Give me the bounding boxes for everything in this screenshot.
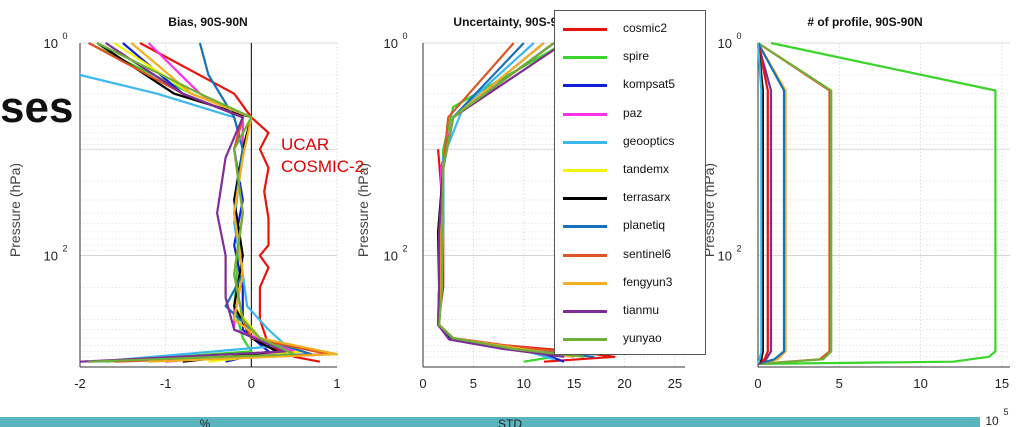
panel3-xtick-label: 5 (836, 376, 843, 391)
panel3-series-planetiq (757, 42, 786, 365)
legend-swatch (563, 112, 607, 116)
panel1-series-yunyao (88, 42, 296, 363)
legend-item-kompsat5: kompsat5 (555, 75, 705, 95)
legend-item-yunyao: yunyao (555, 329, 705, 349)
panel1-series-tianmu (79, 42, 287, 363)
panel2-xtick-label: 10 (517, 376, 531, 391)
legend-label: planetiq (623, 218, 666, 233)
panel2-ytick-base: 10 (384, 248, 398, 263)
annotation-cosmic2: COSMIC-2 (281, 157, 365, 176)
legend-swatch (563, 56, 607, 60)
panel3-series-spire (757, 41, 997, 365)
panel1-ytick-exp: 0 (62, 31, 67, 41)
panel3-ytick-exp: 0 (736, 31, 741, 41)
legend-item-sentinel6: sentinel6 (555, 245, 705, 265)
legend-item-fengyun3: fengyun3 (555, 273, 705, 293)
panel3-plot-area (758, 43, 1010, 367)
legend-item-tandemx: tandemx (555, 160, 705, 180)
legend-item-terrasarx: terrasarx (555, 188, 705, 208)
panel2-xtick-label: 25 (668, 376, 682, 391)
panel2-xtick-label: 0 (419, 376, 426, 391)
legend-swatch (563, 197, 607, 201)
legend-swatch (563, 310, 607, 313)
panel1-ytick-exp: 2 (62, 243, 67, 253)
panel1-xtick-label: 1 (333, 376, 340, 391)
panel3-title: # of profile, 90S-90N (807, 15, 922, 29)
panel3-ytick-base: 10 (718, 36, 732, 51)
panel1-xtick-label: -1 (160, 376, 172, 391)
legend-swatch (563, 84, 607, 88)
legend-swatch (563, 338, 607, 342)
legend-swatch (563, 225, 607, 229)
panel3-xtick-label: 15 (995, 376, 1009, 391)
legend-item-planetiq: planetiq (555, 216, 705, 236)
legend-label: tandemx (623, 162, 670, 176)
panel2-x-label: STD (498, 417, 522, 427)
panel1-ytick-base: 10 (44, 36, 58, 51)
legend-swatch (563, 281, 607, 285)
legend-swatch (563, 169, 607, 172)
panel3-series-geooptics (756, 42, 763, 365)
slide-heading-fragment: ses (0, 83, 74, 132)
panel2-xtick-label: 5 (470, 376, 477, 391)
panel3-x-multiplier-base: 10 (985, 414, 999, 427)
annotation-ucar: UCAR (281, 135, 330, 154)
panel3-xtick-label: 10 (913, 376, 927, 391)
panel3-x-multiplier-exp: 5 (1003, 407, 1008, 417)
panel1-ytick-base: 10 (44, 248, 58, 263)
panel2-xtick-label: 15 (567, 376, 581, 391)
legend-label: geooptics (623, 133, 675, 148)
legend-label: yunyao (623, 331, 662, 346)
legend-label: spire (623, 49, 650, 64)
panel3-ytick-exp: 2 (736, 243, 741, 253)
panel1-plot-area (80, 43, 337, 367)
legend-item-spire: spire (555, 47, 705, 67)
legend-item-cosmic2: cosmic2 (555, 19, 705, 39)
panel1-series-cosmic2 (139, 42, 321, 363)
legend-swatch (563, 140, 607, 144)
legend-label: kompsat5 (623, 77, 676, 92)
panel1-y-label: Pressure (hPa) (7, 163, 23, 257)
panel2-ytick-exp: 2 (402, 243, 407, 253)
legend-swatch (563, 28, 607, 31)
legend-item-geooptics: geooptics (555, 132, 705, 152)
legend-label: cosmic2 (623, 21, 668, 35)
panel3-series-yunyao (757, 42, 833, 365)
panel1-x-label: % (200, 417, 211, 427)
legend-swatch (563, 253, 607, 257)
slide-footer-bar (0, 417, 980, 427)
panel1-title: Bias, 90S-90N (168, 15, 247, 29)
panel1-xtick-label: -2 (74, 376, 86, 391)
legend-label: terrasarx (623, 190, 671, 205)
panel3-ytick-base: 10 (718, 248, 732, 263)
legend: cosmic2 spire kompsat5 paz geooptics tandemx t… (554, 10, 706, 355)
panel3-series-cosmic2 (756, 42, 769, 365)
panel2-ytick-base: 10 (384, 36, 398, 51)
panel3-xtick-label: 0 (754, 376, 761, 391)
legend-label: tianmu (623, 303, 660, 317)
panel2-y-label: Pressure (hPa) (355, 163, 371, 257)
legend-label: fengyun3 (623, 274, 673, 289)
legend-item-tianmu: tianmu (555, 301, 705, 321)
panel2-title: Uncertainty, 90S-90N (453, 15, 572, 29)
legend-label: sentinel6 (623, 246, 672, 261)
panel2-ytick-exp: 0 (402, 31, 407, 41)
legend-label: paz (623, 105, 643, 120)
panel2-xtick-label: 20 (617, 376, 631, 391)
legend-item-paz: paz (555, 104, 705, 124)
panel2-series-yunyao (438, 42, 585, 358)
panel1-xtick-label: 0 (248, 376, 255, 391)
